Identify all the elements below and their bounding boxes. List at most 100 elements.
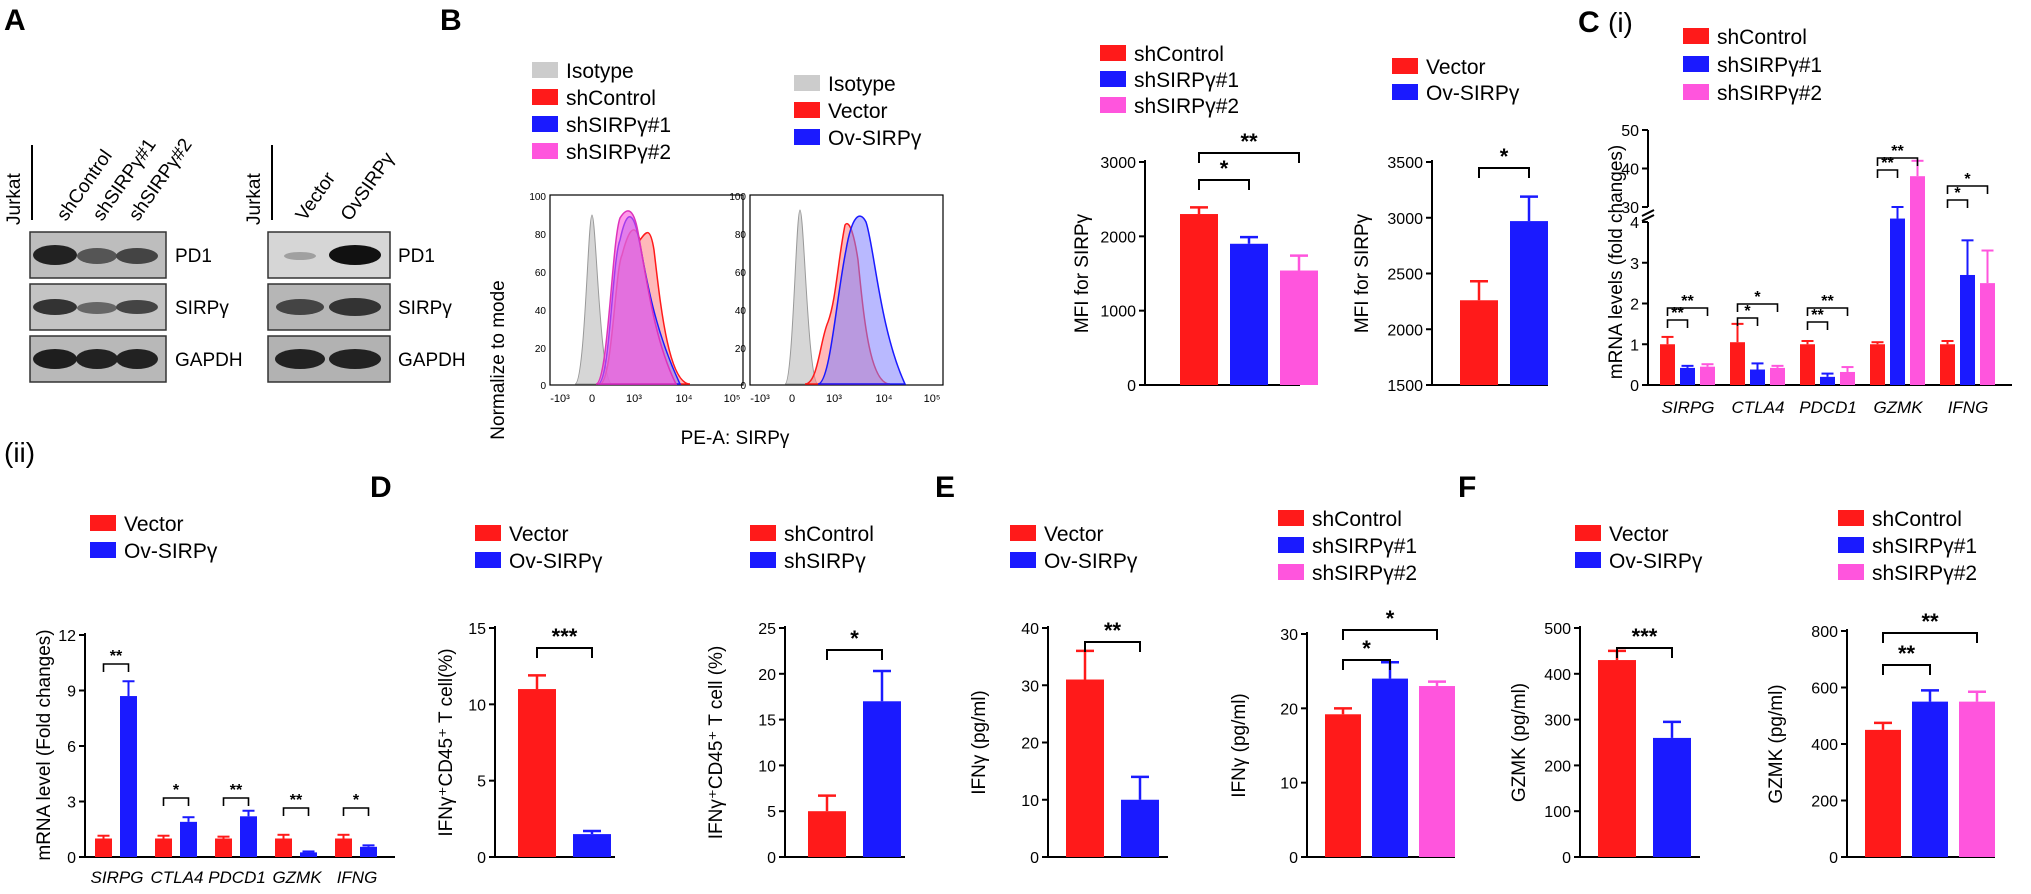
significance-label: * [850,626,859,651]
bar [1653,737,1691,857]
y-tick-label: 100 [1544,804,1571,821]
significance-label: * [1754,289,1761,306]
y-tick-label: 2500 [1387,267,1423,284]
y-tick-label: 200 [1544,758,1571,775]
significance-label: * [1954,185,1961,202]
flow-ytick: 20 [535,344,547,355]
bar [1700,366,1715,385]
flow-ytick: 40 [535,306,547,317]
legend-label: shSIRPγ#1 [1872,535,1977,558]
significance-bracket [282,807,310,816]
legend-label: shControl [1717,26,1807,49]
legend-label: shControl [1312,508,1402,531]
legend-label: Isotype [566,60,634,83]
bar [1870,344,1885,385]
y-tick-label: 500 [1544,621,1571,638]
x-category-label: CTLA4 [151,868,204,887]
significance-bracket [1666,307,1709,316]
flow-ytick: 60 [535,268,547,279]
flow-xtick: -10³ [550,393,570,405]
flow-ylabel: Normalize to mode [488,280,509,439]
bar [1912,701,1948,857]
y-tick-label: 0 [477,850,486,867]
y-tick-label: 40 [1021,621,1039,638]
legend-swatch [475,525,501,541]
legend-label: shControl [1872,508,1962,531]
legend-swatch [1392,84,1418,100]
legend-label: shSIRPγ#2 [1134,95,1239,118]
legend-swatch [1278,510,1304,526]
y-tick-label: 40 [1621,162,1639,179]
axis-break-mark [1641,209,1655,217]
panel-label-e: E [935,471,955,504]
legend-swatch [1838,564,1864,580]
y-tick-label: 12 [58,628,76,645]
y-tick-label: 30 [1021,678,1039,695]
x-category-label: CTLA4 [1732,398,1785,417]
flow-ytick: 0 [540,381,546,392]
y-axis-label: IFNγ⁺CD45⁺ T cell (%) [706,646,727,840]
y-tick-label: 20 [1021,736,1039,753]
legend-label: Ov-SIRPγ [1609,550,1703,573]
significance-label: *** [1632,624,1658,649]
bar [808,811,846,857]
bar [1230,243,1268,385]
legend-swatch [1100,97,1126,113]
panel-label-a: A [4,4,26,37]
significance-bracket [1736,317,1759,326]
legend-label: Vector [124,513,184,536]
significance-label: ** [1881,155,1894,172]
legend-label: Ov-SIRPγ [124,540,218,563]
flow-xtick: 10⁴ [876,393,893,405]
y-tick-label: 30 [1280,627,1298,644]
y-tick-label: 2000 [1387,322,1423,339]
bar [863,701,901,857]
y-tick-label: 10 [1280,776,1298,793]
y-tick-label: 0 [1829,850,1838,867]
flow-plot-frame [549,194,744,386]
bar [1325,714,1361,857]
bar [275,838,292,857]
flow-xtick: -10³ [750,393,770,405]
significance-bracket [1616,647,1673,658]
significance-label: ** [1821,293,1834,310]
flow-ytick: 80 [735,230,747,241]
flow-histograms-left [574,210,691,385]
significance-label: ** [1898,641,1916,666]
significance-bracket [1946,199,1969,208]
legend-swatch [1838,537,1864,553]
bar [1280,270,1318,385]
y-axis-label: IFNγ⁺CD45⁺ T cell(%) [436,648,457,836]
panel-label-d: D [370,471,392,504]
legend-label: shControl [1134,43,1224,66]
y-tick-label: 30 [1621,200,1639,217]
bar [155,838,172,857]
legend-swatch [1575,525,1601,541]
significance-label: * [1500,144,1509,169]
bar [1890,218,1905,385]
legend-swatch [1278,564,1304,580]
x-category-label: PDCD1 [1799,398,1857,417]
y-axis-label: MFI for SIRPγ [1072,213,1093,333]
bar [1730,342,1745,385]
legend-swatch [1010,552,1036,568]
y-tick-label: 20 [1280,701,1298,718]
significance-label: ** [1104,618,1122,643]
flow-ytick: 100 [729,192,746,203]
significance-label: ** [110,648,123,665]
legend-swatch [475,552,501,568]
legend-swatch [1838,510,1864,526]
y-tick-label: 0 [1289,850,1298,867]
bar [573,834,611,857]
legend-swatch [1683,84,1709,100]
significance-bracket [1876,157,1919,166]
bar [1940,344,1955,385]
legend-label: Vector [1609,523,1669,546]
significance-label: ** [1240,129,1258,154]
legend-label: Isotype [828,73,896,96]
flow-xtick: 10⁴ [676,393,693,405]
legend-label: shSIRPγ [784,550,866,573]
y-tick-label: 9 [67,684,76,701]
significance-bracket [1478,167,1530,178]
flow-xtick: 0 [589,393,595,405]
